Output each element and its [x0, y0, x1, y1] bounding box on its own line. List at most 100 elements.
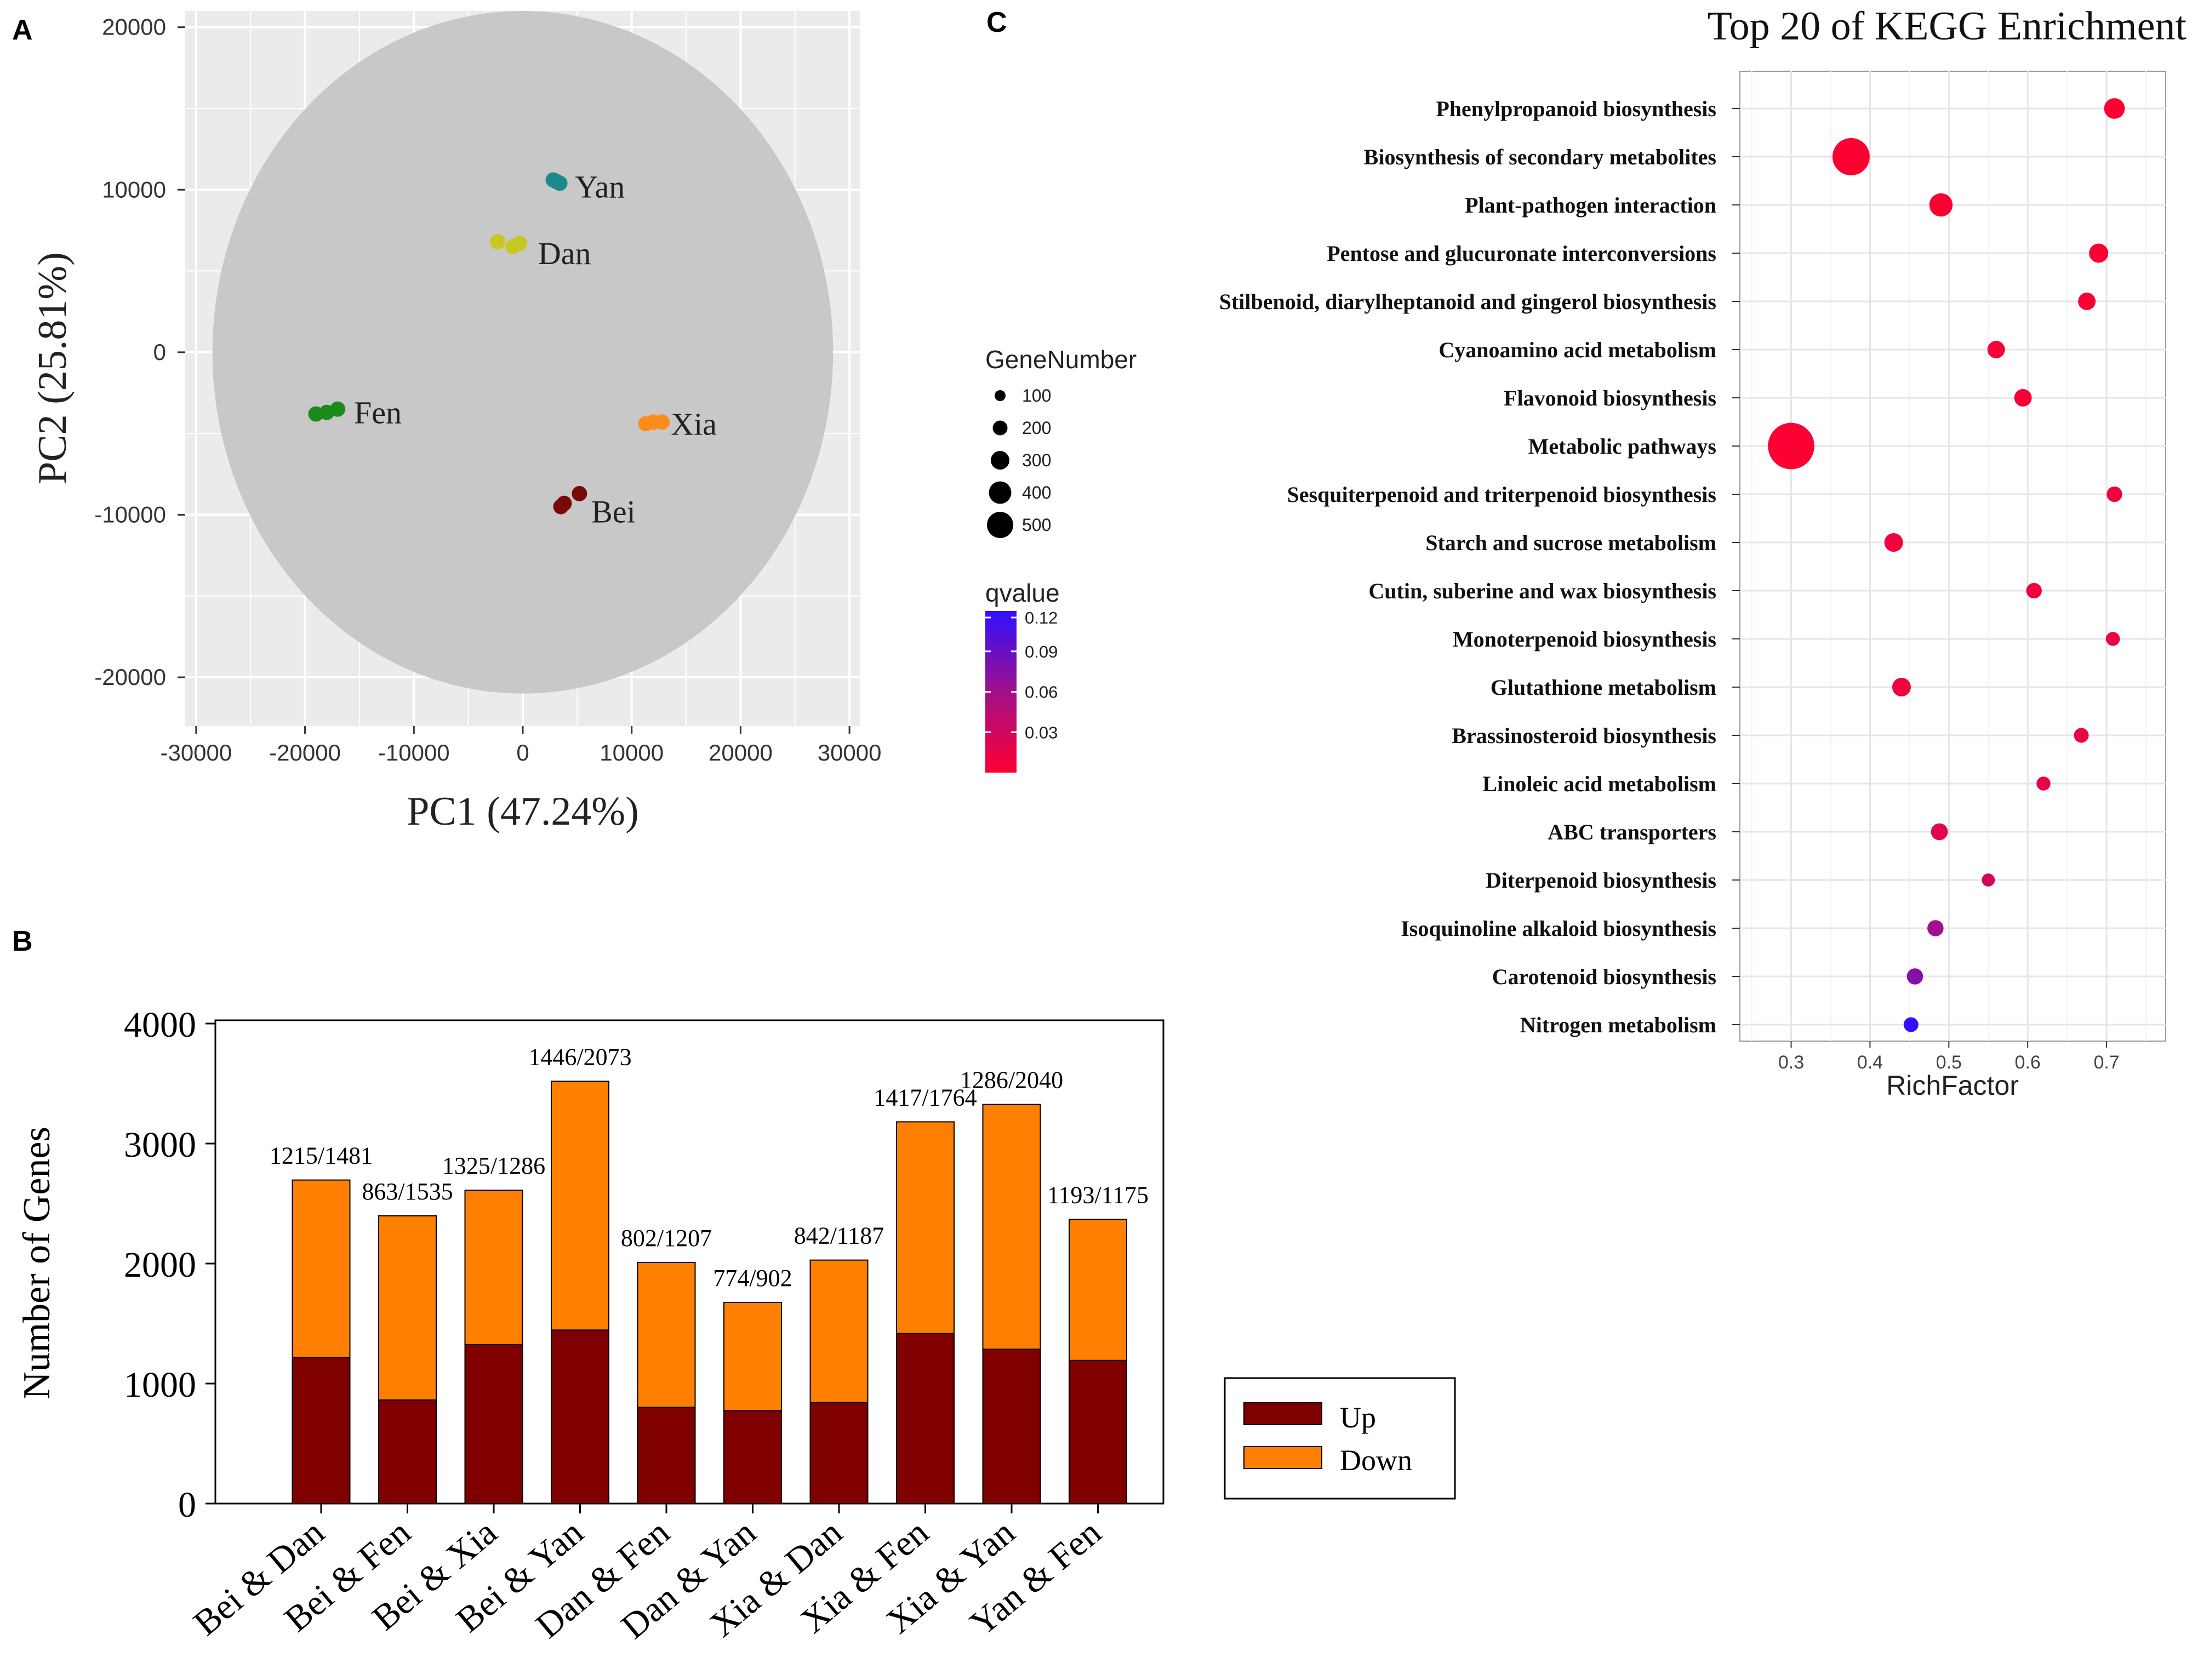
- kegg-point: [2105, 632, 2120, 646]
- size-legend-dot: [989, 481, 1012, 504]
- kegg-panel-frame: [1739, 71, 2166, 1042]
- bar-down: [896, 1121, 955, 1334]
- pca-x-tick-label: -10000: [378, 740, 450, 765]
- bar-up: [1069, 1359, 1127, 1504]
- bar-data-label: 842/1187: [794, 1222, 884, 1249]
- bar-y-tick-label: 0: [178, 1485, 196, 1525]
- kegg-point: [1903, 1017, 1919, 1032]
- kegg-point: [2104, 98, 2125, 119]
- bar-data-label: 1417/1764: [874, 1084, 977, 1111]
- pca-x-tick-label: 30000: [818, 740, 882, 765]
- pca-point-dan: [490, 234, 506, 250]
- kegg-pathway-label: Nitrogen metabolism: [1520, 1013, 1716, 1037]
- pca-y-axis-title: PC2 (25.81%): [30, 252, 75, 484]
- kegg-title: Top 20 of KEGG Enrichment: [1708, 4, 2187, 49]
- pca-x-tick-label: 0: [516, 740, 529, 765]
- pca-group-label-yan: Yan: [575, 169, 625, 204]
- kegg-pathway-label: Cutin, suberine and wax biosynthesis: [1368, 579, 1716, 603]
- size-legend-label: 100: [1022, 386, 1051, 405]
- kegg-x-axis: 0.3 0.4 0.5 0.6 0.7: [1778, 1041, 2120, 1073]
- kegg-point: [1768, 422, 1814, 470]
- pca-y-tick-label: -10000: [94, 501, 166, 527]
- kegg-point: [1906, 968, 1923, 985]
- qvalue-ticks: 0.03 0.06 0.09 0.12: [985, 608, 1058, 742]
- legend-label-down: Down: [1340, 1444, 1412, 1477]
- kegg-pathway-label: Carotenoid biosynthesis: [1492, 964, 1716, 989]
- kegg-pathway-label: Phenylpropanoid biosynthesis: [1436, 96, 1716, 121]
- qvalue-tick-label: 0.09: [1025, 642, 1058, 661]
- kegg-pathway-label: Starch and sucrose metabolism: [1425, 530, 1716, 555]
- size-legend-label: 200: [1022, 418, 1051, 438]
- bar-up: [378, 1399, 437, 1504]
- kegg-point: [1987, 341, 2005, 358]
- size-legend-label: 300: [1022, 450, 1051, 470]
- pca-points: Yan Dan Fen Xia Bei: [308, 169, 717, 530]
- kegg-point: [1892, 677, 1911, 697]
- pca-group-label-fen: Fen: [354, 395, 402, 431]
- bar-data-label: 802/1207: [621, 1225, 712, 1252]
- kegg-point: [1832, 138, 1870, 175]
- bar-data-label: 1215/1481: [270, 1142, 373, 1169]
- bar-up: [982, 1348, 1041, 1504]
- kegg-x-tick-label: 0.3: [1778, 1052, 1804, 1073]
- pca-confidence-ellipse: [212, 11, 834, 694]
- bar-up: [292, 1357, 351, 1505]
- pca-point-yan: [552, 175, 568, 191]
- pca-point-bei: [556, 495, 572, 511]
- bar-data-label: 774/902: [713, 1265, 792, 1292]
- pca-plot: Yan Dan Fen Xia Bei -30000 -20000 -10000 0 10000…: [30, 11, 882, 834]
- qvalue-tick-label: 0.03: [1025, 723, 1058, 742]
- pca-x-tick-label: 20000: [709, 740, 773, 765]
- kegg-x-tick-label: 0.6: [2015, 1052, 2041, 1073]
- gene-number-legend-title: GeneNumber: [985, 345, 1137, 374]
- kegg-point: [2107, 486, 2122, 502]
- pca-point-bei: [572, 485, 587, 501]
- bar-up: [723, 1410, 782, 1504]
- kegg-point: [1931, 823, 1948, 841]
- qvalue-tick-label: 0.12: [1025, 608, 1058, 627]
- bar-down: [723, 1301, 782, 1412]
- bar-legend-box: [1224, 1377, 1456, 1500]
- bar-down: [1069, 1219, 1127, 1361]
- kegg-pathway-label: Biosynthesis of secondary metabolites: [1364, 145, 1716, 169]
- panel-c-label: C: [986, 7, 1007, 38]
- kegg-pathway-label: Pentose and glucuronate interconversions: [1327, 241, 1716, 266]
- pca-point-dan: [512, 236, 528, 252]
- kegg-point: [2036, 776, 2051, 791]
- kegg-pathway-label: Plant-pathogen interaction: [1465, 193, 1716, 218]
- bar-up: [896, 1333, 955, 1504]
- kegg-point: [1884, 533, 1903, 552]
- bar-down: [551, 1081, 609, 1331]
- pca-x-tick-label: -30000: [160, 740, 232, 765]
- pca-y-tick-label: 10000: [102, 176, 166, 202]
- kegg-pathway-label: Metabolic pathways: [1528, 434, 1716, 459]
- qvalue-legend: qvalue 0.03 0.06 0.09 0.12: [985, 579, 1060, 773]
- kegg-pathway-label: Glutathione metabolism: [1491, 675, 1716, 700]
- pca-group-label-xia: Xia: [671, 406, 717, 442]
- kegg-point: [2078, 293, 2096, 310]
- bar-data-label: 863/1535: [362, 1178, 453, 1205]
- pca-point-fen: [330, 401, 346, 417]
- gene-number-legend: GeneNumber 100 200 300 400 500: [985, 345, 1137, 538]
- kegg-x-tick-label: 0.4: [1857, 1052, 1883, 1073]
- kegg-gridlines: [1740, 71, 2166, 1041]
- size-legend-dot: [991, 451, 1009, 470]
- kegg-pathway-labels: Phenylpropanoid biosynthesis Biosynthesis…: [1219, 96, 1740, 1037]
- kegg-point: [2089, 243, 2109, 263]
- qvalue-tick-label: 0.06: [1025, 683, 1058, 702]
- kegg-point: [1929, 193, 1953, 217]
- bar-down: [637, 1262, 696, 1408]
- bar-y-tick-label: 4000: [124, 1005, 196, 1045]
- bar-up: [464, 1344, 523, 1504]
- bar-up: [551, 1329, 609, 1504]
- pca-y-tick-label: 0: [153, 339, 166, 365]
- kegg-point: [1982, 873, 1995, 887]
- pca-axes: -30000 -20000 -10000 0 10000 20000 30000 -20000…: [94, 14, 881, 765]
- pca-y-tick-label: 20000: [102, 14, 166, 40]
- legend-label-up: Up: [1340, 1401, 1376, 1434]
- size-legend-keys: 100 200 300 400 500: [987, 386, 1051, 538]
- legend-swatch-down: [1243, 1446, 1322, 1469]
